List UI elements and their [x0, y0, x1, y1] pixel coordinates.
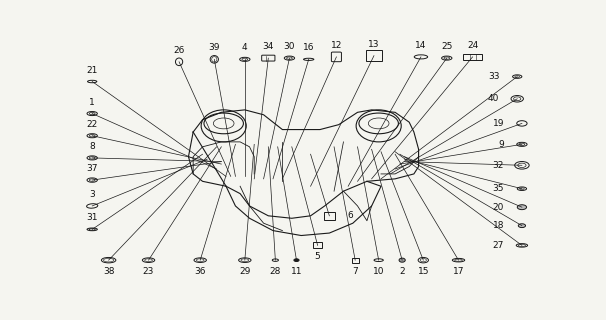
- Text: 28: 28: [270, 267, 281, 276]
- Text: 33: 33: [488, 72, 499, 81]
- Text: 38: 38: [103, 267, 115, 276]
- Text: 5: 5: [315, 252, 321, 261]
- Text: 40: 40: [488, 94, 499, 103]
- Text: 14: 14: [415, 41, 427, 50]
- Text: 16: 16: [303, 44, 315, 52]
- Text: 22: 22: [87, 120, 98, 129]
- Text: 10: 10: [373, 267, 384, 276]
- Bar: [351, 258, 359, 263]
- Text: 9: 9: [498, 140, 504, 149]
- Text: 29: 29: [239, 267, 250, 276]
- Bar: [464, 54, 482, 60]
- Text: 24: 24: [467, 41, 478, 50]
- Text: 23: 23: [143, 267, 155, 276]
- Ellipse shape: [399, 258, 405, 262]
- Text: 35: 35: [493, 184, 504, 193]
- Text: 19: 19: [493, 119, 504, 128]
- Text: 15: 15: [418, 267, 429, 276]
- Bar: [366, 50, 382, 61]
- Text: 3: 3: [89, 190, 95, 199]
- Text: 34: 34: [262, 42, 274, 51]
- Text: 13: 13: [368, 40, 380, 49]
- Text: 12: 12: [331, 41, 342, 50]
- Text: 17: 17: [453, 267, 464, 276]
- Text: 37: 37: [87, 164, 98, 173]
- Text: 8: 8: [89, 142, 95, 151]
- Bar: [324, 212, 335, 220]
- Circle shape: [294, 259, 299, 261]
- Text: 4: 4: [242, 44, 248, 52]
- Text: 27: 27: [493, 241, 504, 250]
- Text: 31: 31: [87, 213, 98, 222]
- Text: 11: 11: [291, 267, 302, 276]
- Text: 1: 1: [89, 98, 95, 107]
- Text: 26: 26: [173, 46, 185, 55]
- Text: 6: 6: [347, 211, 353, 220]
- Text: 30: 30: [284, 42, 295, 51]
- Text: 18: 18: [493, 221, 504, 230]
- Circle shape: [518, 224, 525, 228]
- Text: 39: 39: [208, 44, 220, 52]
- Text: 2: 2: [399, 267, 405, 276]
- Text: 36: 36: [195, 267, 206, 276]
- Text: 25: 25: [441, 42, 453, 51]
- Text: 21: 21: [87, 66, 98, 75]
- Text: 20: 20: [493, 203, 504, 212]
- Bar: [313, 242, 322, 248]
- Circle shape: [518, 205, 527, 210]
- Text: 32: 32: [493, 161, 504, 170]
- Text: 7: 7: [352, 267, 358, 276]
